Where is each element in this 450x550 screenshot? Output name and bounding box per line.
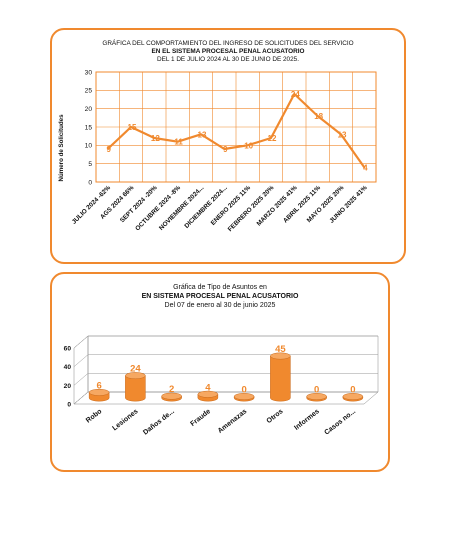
line-chart-data-label: 10 xyxy=(244,141,253,150)
bar-chart-bar-top xyxy=(197,390,219,398)
line-chart-y-tick-label: 15 xyxy=(85,124,93,131)
line-chart-data-label: 15 xyxy=(128,123,137,132)
line-chart-data-label: 24 xyxy=(291,90,300,99)
line-chart-data-point xyxy=(176,140,179,143)
bar-chart-bar-top xyxy=(233,393,255,400)
bar-chart-title-line-2: EN SISTEMA PROCESAL PENAL ACUSATORIO xyxy=(141,293,299,300)
bar-chart-gridline xyxy=(73,373,378,386)
line-chart-x-tick-label: JULIO 2024 -62% xyxy=(71,184,113,226)
line-chart-data-point xyxy=(316,115,319,117)
bar-chart-data-label: 0 xyxy=(350,385,355,396)
bar-chart-data-label: 45 xyxy=(275,344,286,355)
bar-chart-data-label: 2 xyxy=(169,384,174,395)
line-chart-data-label: 9 xyxy=(106,145,111,154)
bar-chart-data-label: 6 xyxy=(96,380,101,391)
bar-chart-y-tick-label: 40 xyxy=(64,364,72,371)
bar-chart-data-label: 0 xyxy=(314,385,319,396)
bar-chart-x-tick-label: Fraude xyxy=(189,408,212,428)
bar-chart-bar-top xyxy=(161,392,182,400)
line-chart-y-tick-label: 10 xyxy=(85,143,93,150)
line-chart-data-label: 13 xyxy=(338,130,347,139)
line-chart-data-label: 18 xyxy=(314,112,323,121)
line-chart-data-label: 12 xyxy=(151,134,160,143)
bar-chart-bar-top xyxy=(342,393,364,400)
bar-chart-x-tick-label: Informes xyxy=(293,408,321,432)
bar-chart-gridline xyxy=(73,354,378,367)
line-chart-title-line-1: GRÁFICA DEL COMPORTAMIENTO DEL INGRESO D… xyxy=(102,40,354,47)
bar-chart-floor xyxy=(73,391,379,405)
line-chart-x-tick-label: MARZO 2025 41% xyxy=(256,184,299,227)
line-chart-data-point xyxy=(153,137,156,139)
bar-chart-y-tick-label: 60 xyxy=(64,346,72,353)
line-chart-y-tick-label: 5 xyxy=(88,161,92,168)
bar-chart-bar-top xyxy=(88,388,110,396)
line-chart-data-point xyxy=(130,126,132,128)
bar-chart-svg: 0 20 40 60 6 Robo 24 Lesiones 2 Daños de... 4 Fraud… xyxy=(64,335,379,437)
line-chart-data-point xyxy=(340,133,342,136)
line-chart-data-label: 12 xyxy=(268,134,277,143)
bar-chart-x-tick-label: Daños de... xyxy=(142,408,176,437)
line-chart-data-point xyxy=(223,148,226,150)
line-chart-title-line-2: EN EL SISTEMA PROCESAL PENAL ACUSATORIO xyxy=(151,48,305,55)
bar-chart-bar xyxy=(125,375,146,402)
line-chart-y-axis-label: Número de Solicitudes xyxy=(58,114,65,182)
bar-chart-y-tick-label: 20 xyxy=(64,383,72,390)
line-chart-title-line-3: DEL 1 DE JULIO 2024 AL 30 DE JUNIO DE 20… xyxy=(157,56,299,63)
line-chart-x-tick-label: ENERO 2025 11% xyxy=(210,184,253,227)
bar-chart-bar-top xyxy=(306,393,327,400)
line-chart-data-point xyxy=(246,144,249,147)
bar-chart-bar-top xyxy=(125,372,146,380)
bar-chart-gridline xyxy=(73,391,378,405)
line-chart-data-point xyxy=(200,133,202,136)
bar-chart-x-tick-label: Casos no... xyxy=(323,408,357,437)
bar-chart-x-tick-label: Amenazas xyxy=(217,408,249,435)
line-chart-y-tick-label: 20 xyxy=(85,106,93,113)
line-chart-x-tick-label: NOVIEMBRE 2024... xyxy=(158,184,206,232)
bar-chart-panel: Gráfica de Tipo de Asuntos en EN SISTEMA… xyxy=(50,272,390,472)
bar-chart-y-tick-label: 0 xyxy=(67,402,71,409)
bar-chart-bar-top xyxy=(270,352,291,360)
bar-chart-bar xyxy=(270,355,291,402)
bar-chart-gridline xyxy=(73,335,378,349)
line-chart-data-point xyxy=(293,93,296,95)
line-chart-y-tick-label: 25 xyxy=(85,88,93,95)
bar-chart-data-label: 4 xyxy=(205,382,211,393)
line-chart-x-tick-label: DICIEMBRE 2024... xyxy=(183,184,229,230)
bar-chart-x-tick-label: Lesiones xyxy=(111,408,139,432)
line-chart-data-point xyxy=(363,166,366,169)
bar-chart-x-tick-label: Otros xyxy=(266,408,285,425)
line-chart-data-label: 4 xyxy=(363,163,368,172)
bar-chart-data-label: 24 xyxy=(130,364,141,375)
line-chart-data-label: 9 xyxy=(223,145,228,154)
line-chart-y-tick-label: 30 xyxy=(85,69,93,76)
bar-chart-x-tick-label: Robo xyxy=(85,408,103,425)
line-chart-data-label: 11 xyxy=(174,138,183,147)
line-chart-data-point xyxy=(106,148,109,150)
line-chart-data-label: 13 xyxy=(198,130,207,139)
bar-chart-data-label: 0 xyxy=(241,385,246,396)
line-chart-data-point xyxy=(270,137,272,139)
bar-chart-title-line-3: Del 07 de enero al 30 de junio 2025 xyxy=(164,302,276,309)
line-chart-x-tick-label: OCTUBRE 2024 -8% xyxy=(134,184,182,232)
line-chart-y-tick-label: 0 xyxy=(88,179,92,186)
line-chart-series-line xyxy=(106,92,366,168)
line-chart-svg: Número de Solicitudes 0 5 10 15 20 25 30 9 15 12 1… xyxy=(58,69,377,233)
line-chart-panel: GRÁFICA DEL COMPORTAMIENTO DEL INGRESO D… xyxy=(50,28,406,264)
bar-chart-title-line-1: Gráfica de Tipo de Asuntos en xyxy=(173,284,267,291)
